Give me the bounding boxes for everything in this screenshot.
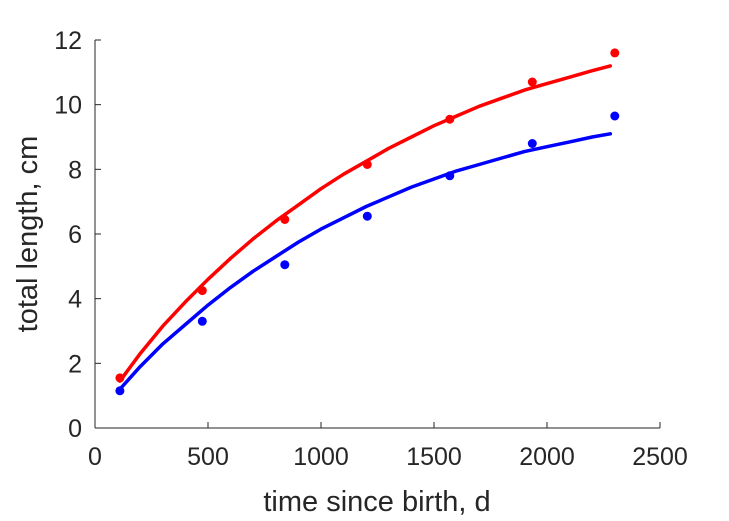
fit-curve-series-2 (118, 132, 613, 391)
y-axis-title: total length, cm (12, 136, 44, 333)
data-points (115, 48, 620, 396)
y-tick-label: 10 (54, 92, 82, 120)
data-point-series-2 (527, 139, 537, 148)
axes (94, 40, 660, 429)
data-point-series-2 (445, 171, 455, 181)
data-point-series-1 (197, 286, 207, 296)
x-tick-label: 500 (187, 443, 229, 471)
x-tick-label: 2500 (632, 443, 688, 471)
data-point-series-1 (610, 48, 620, 58)
data-point-series-2 (362, 211, 372, 221)
y-tick-label: 0 (68, 415, 82, 443)
fit-curves (118, 64, 613, 391)
data-point-series-1 (445, 114, 455, 124)
x-axis-title: time since birth, d (263, 486, 490, 518)
y-tick-label: 4 (68, 286, 82, 314)
x-tick-label: 1500 (406, 443, 462, 471)
x-tick-label: 0 (88, 443, 102, 471)
data-point-series-2 (197, 316, 207, 326)
data-point-series-1 (115, 373, 125, 383)
data-point-series-1 (362, 160, 372, 169)
data-point-series-2 (280, 260, 290, 270)
x-tick-label: 2000 (519, 443, 575, 471)
fit-curve-series-1 (118, 64, 613, 383)
data-point-series-1 (280, 215, 290, 224)
y-tick-label: 2 (68, 350, 82, 378)
y-tick-label: 12 (54, 27, 82, 55)
y-tick-label: 8 (68, 156, 82, 184)
x-tick-label: 1000 (293, 443, 349, 471)
data-point-series-2 (610, 111, 620, 121)
ticks: 0 500 1000 1500 2000 2500 0 2 4 6 8 10 12 (54, 27, 688, 471)
y-tick-label: 6 (68, 221, 82, 249)
data-point-series-1 (527, 77, 537, 87)
data-point-series-2 (115, 386, 125, 396)
